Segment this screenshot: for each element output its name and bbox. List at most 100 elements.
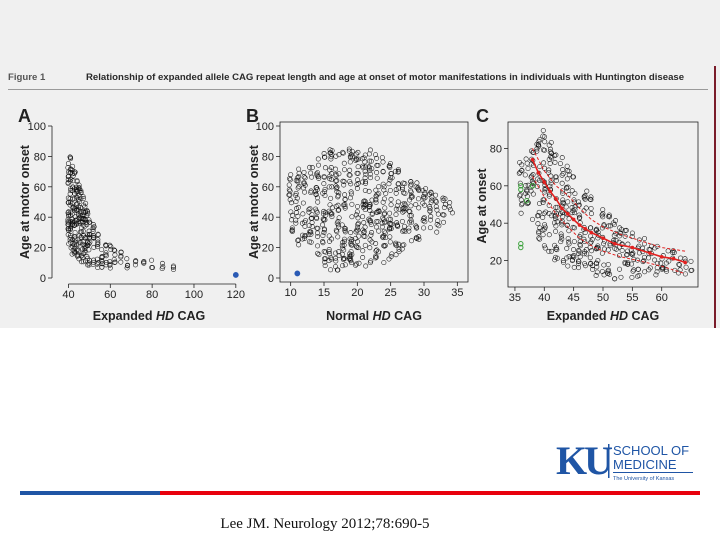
data-point [335,234,341,240]
data-point [90,225,96,231]
data-point [401,208,407,214]
data-point [440,212,446,218]
x-tick-label: 10 [285,287,297,299]
data-point [112,259,118,265]
data-point [327,202,333,208]
data-point [306,207,312,213]
data-point [336,224,342,230]
data-point [605,268,611,274]
figure-background [0,0,720,328]
data-point [81,196,86,202]
data-point [595,258,601,264]
panel-label: C [476,106,489,126]
x-axis-title-part: Normal [326,309,373,323]
footer-bar-blue [20,491,160,495]
data-point [327,147,333,153]
data-point [622,233,628,239]
data-point [548,173,554,179]
median-point [554,197,558,201]
data-point [408,181,414,187]
median-point [630,245,635,250]
data-point [516,170,522,176]
data-point [395,224,401,230]
y-tick-label: 80 [262,151,274,163]
data-point [670,250,676,255]
panel-a: A 40 60 80 100 120 0 20 40 60 80 100 Expanded HD CAG… [18,106,245,323]
data-point [306,239,312,245]
data-point [322,186,328,192]
data-point [322,259,328,265]
data-point [300,200,306,206]
data-point [342,167,347,173]
data-point [309,224,315,230]
data-point [363,199,368,205]
data-point [394,220,400,226]
data-point [334,229,340,235]
data-point [368,232,374,238]
data-point [336,249,342,255]
data-point [363,263,369,269]
data-point [618,274,624,280]
green-data-point [518,241,524,247]
data-point [406,225,412,231]
data-point [354,227,360,233]
data-point [314,173,320,179]
data-point [629,234,635,240]
data-point [393,242,399,248]
data-point [559,172,565,178]
data-point [354,182,360,188]
data-point [287,177,293,183]
data-point [646,255,651,261]
data-point [517,192,523,198]
data-point [558,233,564,239]
data-point [381,243,387,249]
data-point [87,232,93,238]
data-point [301,169,307,175]
median-point [683,260,687,265]
data-point [564,163,570,169]
data-point [95,239,101,245]
x-tick-label: 100 [185,289,203,301]
data-point [321,230,327,235]
data-point [362,224,368,230]
data-point [67,227,73,233]
data-point [309,174,315,180]
data-point [415,196,421,202]
data-point [590,266,596,272]
y-tick-label: 0 [40,273,46,285]
data-point [535,213,541,219]
data-point [422,190,428,196]
data-point [534,184,540,190]
data-point [326,208,332,214]
data-point [554,247,560,253]
data-point [665,248,671,254]
data-point [548,213,554,219]
data-point [321,181,327,187]
data-point [316,252,322,258]
data-point [408,193,414,199]
data-point [588,239,594,245]
data-point [416,234,422,240]
data-point [571,264,577,270]
data-point [333,258,339,264]
data-point [326,184,332,190]
figure-header: Figure 1 Relationship of expanded allele… [8,72,708,86]
data-point [599,212,605,218]
median-point [530,157,535,162]
data-point [356,233,362,239]
data-point [559,180,565,186]
data-point [363,171,369,177]
data-point [288,172,294,178]
data-point [65,217,71,223]
data-point [518,210,524,216]
data-point [582,261,588,267]
data-point [333,183,339,189]
data-point [299,220,305,226]
data-point [341,160,347,166]
data-point [552,257,558,263]
data-point [78,188,84,194]
data-point [409,194,415,200]
data-point [594,260,600,266]
data-point [99,247,105,253]
